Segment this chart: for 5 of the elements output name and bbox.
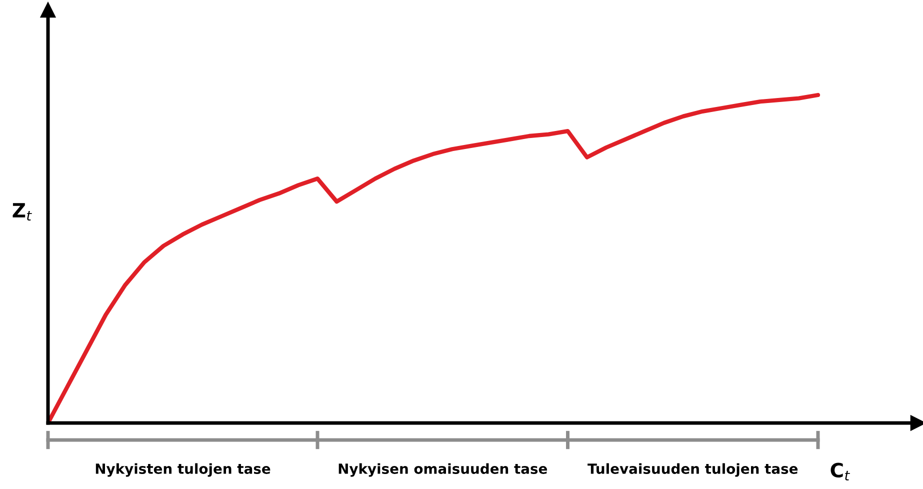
y-axis-title: Z$_{t}$ [12,203,32,221]
text: Nykyisen omaisuuden tase [338,463,548,477]
text: Nykyisten tulojen tase [96,463,270,477]
x-axis-title: C$_{t}$ [830,462,850,480]
text: Tulevaisuuden tulojen tase [588,463,798,477]
